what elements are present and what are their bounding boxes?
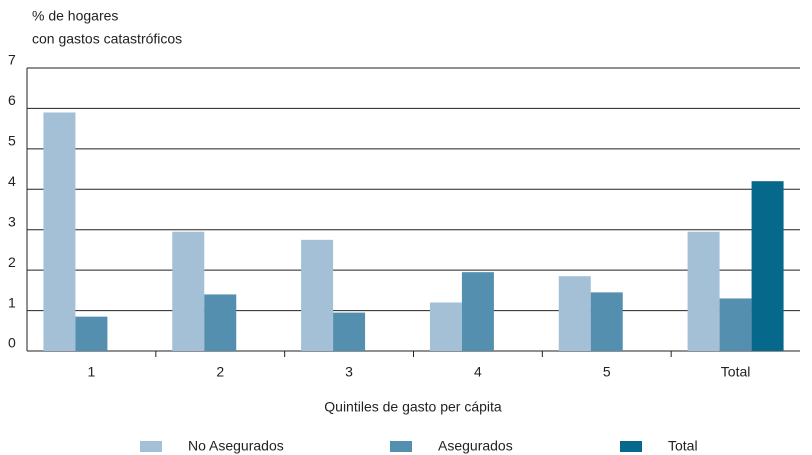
bar — [204, 294, 237, 351]
bar — [43, 112, 76, 351]
y-axis-title: % de hogares — [32, 8, 118, 24]
bar — [333, 312, 366, 351]
bar — [75, 316, 108, 351]
legend-swatch — [140, 441, 162, 452]
bar — [461, 272, 494, 351]
y-tick-label: 7 — [8, 52, 16, 68]
y-tick-label: 3 — [8, 213, 16, 229]
bar — [719, 298, 752, 351]
bar — [687, 231, 720, 351]
y-tick-label: 0 — [8, 335, 16, 351]
legend-swatch — [620, 441, 642, 452]
x-axis-title: Quintiles de gasto per cápita — [324, 399, 502, 415]
legend-label: Total — [668, 438, 698, 454]
x-tick-label: 3 — [345, 364, 353, 380]
y-tick-label: 5 — [8, 133, 16, 149]
bar — [558, 276, 591, 351]
y-axis-title: con gastos catastróficos — [32, 31, 182, 47]
y-tick-label: 2 — [8, 254, 16, 270]
x-tick-label: 1 — [88, 364, 96, 380]
legend-label: No Asegurados — [188, 438, 284, 454]
y-tick-label: 4 — [8, 173, 16, 189]
bar — [751, 181, 784, 351]
y-tick-label: 1 — [8, 294, 16, 310]
x-tick-label: 4 — [474, 364, 482, 380]
bar — [590, 292, 623, 351]
bar — [429, 302, 462, 351]
bar — [301, 239, 334, 351]
bar — [172, 231, 205, 351]
legend-swatch — [390, 441, 412, 452]
x-tick-label: 5 — [603, 364, 611, 380]
x-tick-label: Total — [721, 364, 751, 380]
legend-label: Asegurados — [438, 438, 513, 454]
y-tick-label: 6 — [8, 92, 16, 108]
x-tick-label: 2 — [216, 364, 224, 380]
